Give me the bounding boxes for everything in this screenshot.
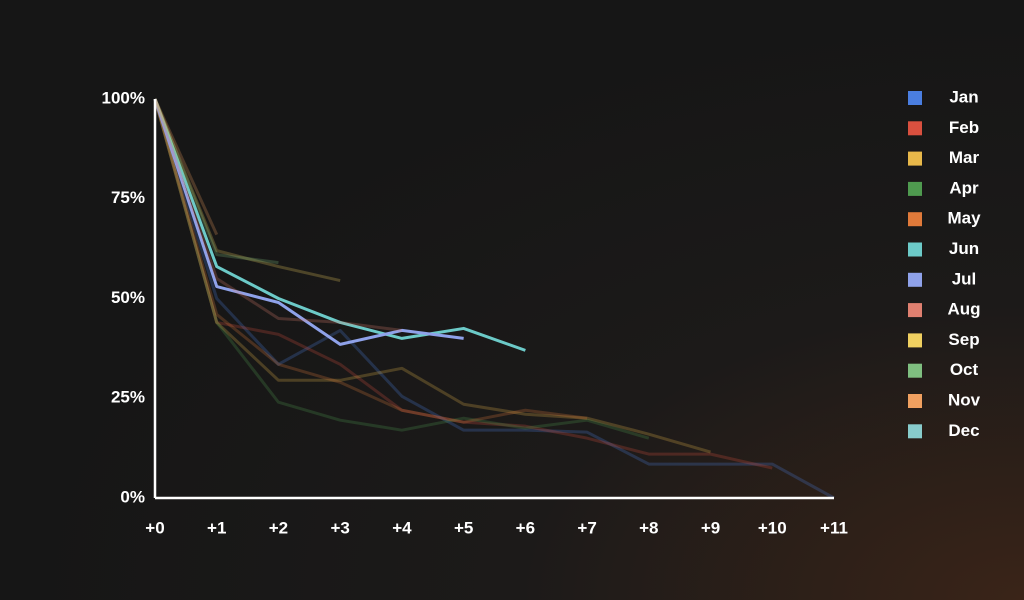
series-line [153, 98, 711, 454]
x-tick-label: +8 [639, 518, 658, 537]
legend-label: Dec [948, 421, 979, 440]
series-line [153, 98, 279, 265]
series-line [153, 98, 588, 424]
legend-label: Apr [949, 178, 979, 197]
x-tick-label: +4 [392, 518, 412, 537]
x-tick-label: +6 [516, 518, 535, 537]
x-tick-label: +11 [820, 518, 848, 537]
legend-label: Nov [948, 390, 981, 409]
x-tick-label: +7 [577, 518, 596, 537]
legend-label: Jan [949, 87, 978, 106]
y-tick-label: 25% [111, 388, 145, 407]
series-line [153, 98, 650, 440]
legend-label: Aug [947, 300, 980, 319]
legend-label: Sep [948, 330, 979, 349]
legend-swatch [908, 272, 922, 287]
legend-swatch [908, 121, 922, 136]
series-line [153, 98, 341, 283]
x-tick-label: +3 [330, 518, 349, 537]
series-line [153, 98, 464, 346]
legend-swatch [908, 424, 922, 439]
y-tick-label: 100% [102, 88, 145, 107]
legend-swatch [908, 212, 922, 227]
legend-swatch [908, 151, 922, 166]
y-tick-label: 75% [111, 188, 145, 207]
x-tick-label: +5 [454, 518, 473, 537]
legend-swatch [908, 181, 922, 196]
legend-label: Jun [949, 239, 979, 258]
x-tick-label: +1 [207, 518, 226, 537]
series-line [153, 98, 219, 236]
x-tick-label: +0 [145, 518, 164, 537]
series-line [153, 98, 403, 332]
x-tick-label: +10 [758, 518, 787, 537]
series-line [153, 98, 526, 352]
legend-label: Feb [949, 118, 979, 137]
series-line [153, 98, 773, 470]
y-tick-label: 0% [120, 487, 145, 506]
y-tick-label: 50% [111, 288, 145, 307]
legend-label: May [947, 209, 981, 228]
legend-label: Oct [950, 360, 979, 379]
legend-swatch [908, 394, 922, 408]
series-line [153, 98, 835, 500]
x-tick-label: +9 [701, 518, 720, 537]
legend-swatch [908, 91, 922, 105]
x-tick-label: +2 [269, 518, 288, 537]
legend-swatch [908, 242, 922, 257]
legend-label: Mar [949, 148, 980, 167]
legend-label: Jul [952, 269, 977, 288]
legend-swatch [908, 333, 922, 348]
legend-swatch [908, 303, 922, 318]
legend-swatch [908, 363, 922, 378]
